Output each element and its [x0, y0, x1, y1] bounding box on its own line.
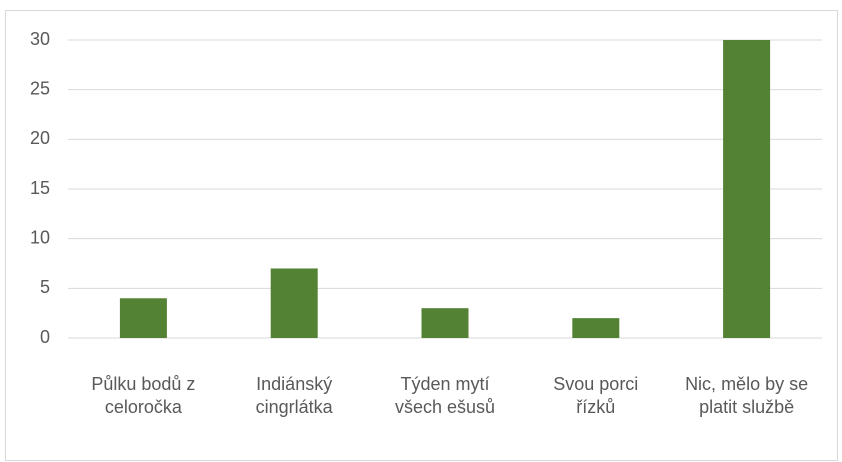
x-tick-label: Nic, mělo by se platit službě [685, 374, 809, 417]
x-tick-label: Svou porci řízků [553, 374, 639, 417]
bar [421, 308, 469, 338]
y-tick-label: 20 [30, 128, 50, 148]
x-tick-label: Indiánský cingrlátka [255, 374, 333, 417]
y-tick-label: 25 [30, 78, 50, 98]
y-tick-label: 0 [40, 327, 50, 347]
y-tick-label: 5 [40, 277, 50, 297]
chart-border [5, 10, 838, 461]
x-tick-label: Půlku bodů z celoročka [91, 374, 196, 417]
bar [270, 268, 318, 338]
bar [723, 40, 771, 338]
y-tick-label: 10 [30, 227, 50, 247]
y-tick-label: 15 [30, 178, 50, 198]
bar [119, 298, 167, 338]
x-tick-label: Týden mytí všech ešusů [394, 374, 496, 417]
y-tick-label: 30 [30, 29, 50, 49]
bar [572, 318, 620, 338]
